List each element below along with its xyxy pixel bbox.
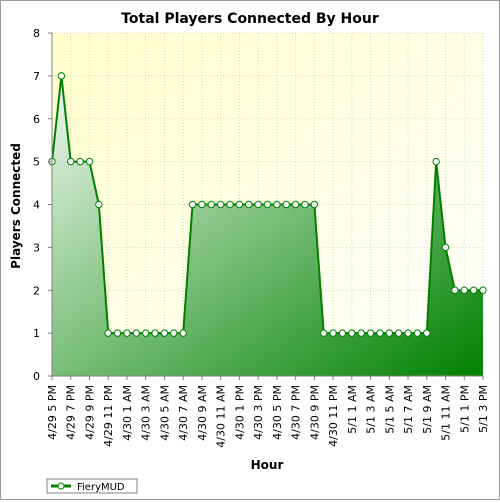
data-point: [188, 200, 197, 209]
x-axis-label: Hour: [251, 458, 284, 472]
chart-title: Total Players Connected By Hour: [121, 11, 379, 27]
series-area-fill: [52, 75, 483, 376]
x-tick-label: 4/30 3 PM: [252, 385, 265, 440]
data-point: [132, 329, 141, 337]
data-point: [273, 200, 281, 209]
x-tick-label: 5/1 1 AM: [346, 385, 359, 434]
data-point: [198, 200, 206, 209]
data-point: [451, 286, 459, 294]
data-point: [282, 200, 290, 209]
x-tick-label: 5/1 5 AM: [383, 385, 396, 434]
y-tick-label: 8: [33, 27, 40, 40]
y-tick-label: 0: [33, 370, 40, 383]
x-tick-label: 4/30 5 AM: [158, 385, 171, 441]
data-point: [95, 200, 103, 209]
data-point: [207, 200, 215, 209]
x-tick-label: 4/30 9 PM: [308, 385, 321, 440]
data-point: [423, 329, 431, 337]
data-point: [376, 329, 384, 337]
x-tick-label: 4/30 1 AM: [121, 385, 134, 441]
data-point: [226, 200, 234, 209]
data-point: [254, 200, 262, 209]
x-tick-label: 4/30 7 AM: [177, 385, 190, 441]
x-tick-label: 4/29 5 PM: [46, 385, 59, 440]
data-point: [301, 200, 309, 209]
y-tick-label: 5: [33, 156, 40, 169]
data-point: [460, 286, 468, 294]
data-point: [404, 329, 412, 337]
x-tick-label: 5/1 3 PM: [477, 385, 490, 433]
y-axis-label: Players Connected: [9, 143, 23, 269]
x-tick-label: 4/29 11 PM: [102, 385, 115, 447]
data-point: [441, 243, 450, 252]
x-tick-label: 4/30 11 PM: [327, 385, 340, 447]
legend-box: [46, 478, 138, 494]
x-axis-ticks: 4/29 5 PM 4/29 7 PM 4/29 9 PM 4/29 11 PM 4/3…: [46, 376, 490, 448]
data-point: [320, 329, 328, 337]
data-point: [338, 329, 347, 337]
x-tick-label: 5/1 9 AM: [421, 385, 434, 434]
y-tick-label: 1: [33, 327, 40, 340]
data-point: [348, 329, 356, 337]
series-points: [48, 72, 487, 337]
data-point: [310, 200, 319, 209]
x-tick-label: 4/30 7 PM: [290, 385, 303, 440]
data-point: [394, 329, 403, 337]
y-tick-label: 6: [33, 113, 40, 126]
data-point: [291, 200, 300, 209]
data-point: [235, 200, 244, 209]
legend: FieryMUD: [46, 478, 138, 494]
x-tick-label: 5/1 3 AM: [365, 385, 378, 434]
x-tick-label: 5/1 7 AM: [402, 385, 415, 434]
y-tick-label: 3: [33, 241, 40, 254]
data-point: [479, 286, 487, 294]
data-point: [76, 157, 84, 166]
data-point: [57, 72, 66, 80]
y-tick-label: 4: [33, 199, 40, 212]
data-point: [104, 329, 112, 337]
data-point: [123, 329, 131, 337]
legend-swatch-marker: [57, 482, 65, 490]
data-point: [385, 329, 394, 337]
y-tick-label: 7: [33, 70, 40, 83]
x-tick-label: 5/1 11 AM: [440, 385, 453, 441]
legend-label: FieryMUD: [77, 482, 125, 493]
data-point: [85, 157, 94, 166]
data-point: [357, 329, 365, 337]
data-point: [113, 329, 122, 337]
data-point: [160, 329, 169, 337]
data-point: [67, 157, 75, 166]
x-tick-label: 4/30 9 AM: [196, 385, 209, 441]
x-tick-label: 4/30 5 PM: [271, 385, 284, 440]
x-tick-label: 4/30 1 PM: [233, 385, 246, 440]
x-tick-label: 4/29 7 PM: [65, 385, 78, 440]
data-point: [170, 329, 178, 337]
data-point: [432, 157, 440, 166]
data-point: [179, 329, 187, 337]
x-tick-label: 4/30 3 AM: [140, 385, 153, 441]
data-point: [413, 329, 422, 337]
data-point: [216, 200, 225, 209]
data-point: [245, 200, 253, 209]
x-tick-label: 4/29 9 PM: [83, 385, 96, 440]
x-tick-label: 5/1 1 PM: [458, 385, 471, 433]
data-point: [469, 286, 478, 294]
data-point: [141, 329, 150, 337]
data-point: [263, 200, 272, 209]
data-point: [151, 329, 159, 337]
data-point: [329, 329, 337, 337]
data-point: [366, 329, 375, 337]
x-tick-label: 4/30 11 AM: [215, 385, 228, 448]
y-axis-ticks: 0 1 2 3 4 5 6 7 8: [33, 27, 52, 383]
y-tick-label: 2: [33, 284, 40, 297]
